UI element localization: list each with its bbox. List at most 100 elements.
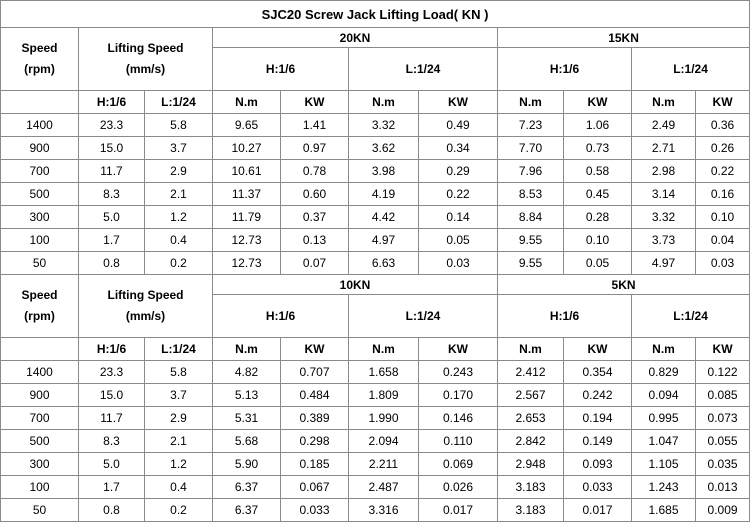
data-cell: 1.06 (563, 113, 632, 137)
subheader: KW (694, 337, 751, 361)
data-cell: 0.243 (418, 360, 498, 384)
data-cell: 0.298 (280, 429, 349, 453)
data-cell: 3.32 (348, 113, 419, 137)
subheader: L:1/24 (144, 337, 213, 361)
data-cell: 0.026 (418, 475, 498, 499)
ratio-header: H:1/6 (212, 294, 349, 338)
data-cell: 23.3 (78, 360, 145, 384)
data-cell: 0.13 (280, 228, 349, 252)
data-cell: 1.105 (631, 452, 696, 476)
data-cell: 300 (0, 205, 79, 229)
empty-cell (0, 90, 79, 114)
data-cell: 1.685 (631, 498, 696, 522)
data-cell: 0.05 (418, 228, 498, 252)
data-cell: 0.26 (694, 136, 751, 160)
data-cell: 5.31 (212, 406, 281, 430)
subheader: KW (418, 337, 498, 361)
data-cell: 0.16 (694, 182, 751, 206)
data-cell: 0.013 (694, 475, 751, 499)
data-cell: 15.0 (78, 136, 145, 160)
data-cell: 700 (0, 159, 79, 183)
data-cell: 0.484 (280, 383, 349, 407)
data-cell: 2.71 (631, 136, 696, 160)
data-cell: 0.085 (694, 383, 751, 407)
load-row: Speed (rpm) Lifting Speed (mm/s) 10KN 5KN (0, 274, 751, 338)
data-cell: 1.2 (144, 205, 213, 229)
data-cell: 0.04 (694, 228, 751, 252)
data-cell: 1.990 (348, 406, 419, 430)
data-cell: 3.183 (497, 498, 564, 522)
data-cell: 1.658 (348, 360, 419, 384)
data-cell: 2.98 (631, 159, 696, 183)
data-row: 700 11.7 2.9 5.31 0.389 1.990 0.146 2.653 0.194 0… (0, 406, 751, 430)
data-cell: 6.37 (212, 475, 281, 499)
header-line: (mm/s) (125, 309, 166, 323)
data-cell: 2.211 (348, 452, 419, 476)
data-row: 50 0.8 0.2 12.73 0.07 6.63 0.03 9.55 0.05 4.97 0.0… (0, 251, 751, 275)
data-cell: 100 (0, 475, 79, 499)
subheader: H:1/6 (78, 90, 145, 114)
data-cell: 500 (0, 182, 79, 206)
data-cell: 11.79 (212, 205, 281, 229)
data-cell: 0.37 (280, 205, 349, 229)
data-cell: 0.73 (563, 136, 632, 160)
data-cell: 2.412 (497, 360, 564, 384)
data-cell: 0.094 (631, 383, 696, 407)
data-cell: 2.1 (144, 429, 213, 453)
data-cell: 3.32 (631, 205, 696, 229)
data-cell: 2.948 (497, 452, 564, 476)
data-cell: 0.354 (563, 360, 632, 384)
data-cell: 12.73 (212, 251, 281, 275)
data-cell: 4.82 (212, 360, 281, 384)
data-cell: 3.7 (144, 383, 213, 407)
data-cell: 0.146 (418, 406, 498, 430)
data-cell: 1400 (0, 360, 79, 384)
subheader: N.m (212, 90, 281, 114)
data-cell: 5.8 (144, 360, 213, 384)
data-cell: 8.84 (497, 205, 564, 229)
data-cell: 0.707 (280, 360, 349, 384)
subheader: KW (694, 90, 751, 114)
data-cell: 10.27 (212, 136, 281, 160)
data-cell: 50 (0, 251, 79, 275)
data-cell: 3.62 (348, 136, 419, 160)
data-cell: 0.122 (694, 360, 751, 384)
subheader: KW (280, 90, 349, 114)
data-cell: 8.3 (78, 429, 145, 453)
data-row: 500 8.3 2.1 5.68 0.298 2.094 0.110 2.842 0.149 1.… (0, 429, 751, 453)
data-row: 900 15.0 3.7 10.27 0.97 3.62 0.34 7.70 0.73 2.71 0… (0, 136, 751, 160)
data-cell: 8.53 (497, 182, 564, 206)
data-row: 100 1.7 0.4 12.73 0.13 4.97 0.05 9.55 0.10 3.73 0.… (0, 228, 751, 252)
data-cell: 6.37 (212, 498, 281, 522)
subheader: N.m (212, 337, 281, 361)
data-cell: 4.97 (631, 251, 696, 275)
data-cell: 0.8 (78, 498, 145, 522)
data-cell: 1.809 (348, 383, 419, 407)
ratio-header: H:1/6 (497, 294, 632, 338)
data-cell: 0.149 (563, 429, 632, 453)
data-cell: 5.13 (212, 383, 281, 407)
load-row: Speed (rpm) Lifting Speed (mm/s) 20KN 15KN (0, 27, 751, 91)
subheader: L:1/24 (144, 90, 213, 114)
subheader: KW (280, 337, 349, 361)
header-line: Lifting Speed (107, 288, 184, 302)
data-cell: 1400 (0, 113, 79, 137)
ratio-header: L:1/24 (348, 294, 498, 338)
data-cell: 5.0 (78, 452, 145, 476)
data-cell: 2.1 (144, 182, 213, 206)
data-cell: 0.069 (418, 452, 498, 476)
data-cell: 5.8 (144, 113, 213, 137)
subheader: KW (418, 90, 498, 114)
data-cell: 0.009 (694, 498, 751, 522)
load-header: 5KN (496, 274, 751, 295)
data-row: 100 1.7 0.4 6.37 0.067 2.487 0.026 3.183 0.033 1.… (0, 475, 751, 499)
table-title: SJC20 Screw Jack Lifting Load( KN ) (0, 0, 751, 28)
data-cell: 0.033 (280, 498, 349, 522)
speed-header: Speed (rpm) (0, 27, 79, 91)
data-cell: 15.0 (78, 383, 145, 407)
data-cell: 100 (0, 228, 79, 252)
data-cell: 0.10 (694, 205, 751, 229)
data-cell: 0.4 (144, 475, 213, 499)
empty-cell (0, 337, 79, 361)
